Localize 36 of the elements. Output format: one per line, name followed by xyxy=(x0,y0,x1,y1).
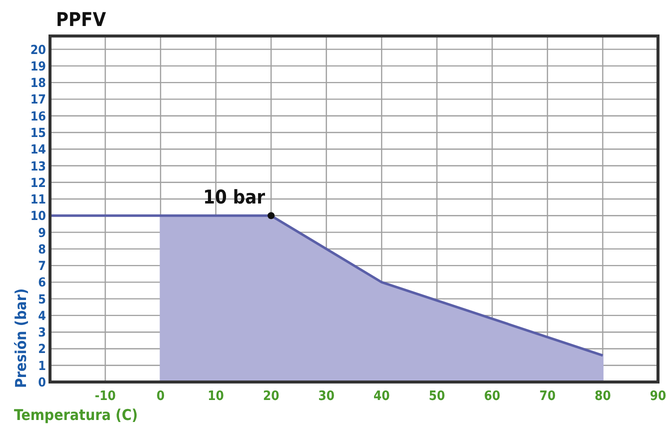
y-tick-label: 15 xyxy=(30,124,46,140)
y-tick-label: 0 xyxy=(38,374,46,390)
y-tick-label: 17 xyxy=(30,92,46,107)
x-tick-label: 80 xyxy=(594,389,611,404)
x-tick-label: 40 xyxy=(373,389,390,404)
y-axis-title: Presión (bar) xyxy=(12,288,30,388)
y-tick-label: 7 xyxy=(38,258,46,274)
y-tick-label: 1 xyxy=(38,358,46,373)
y-tick-label: 14 xyxy=(30,142,46,157)
x-tick-label: 70 xyxy=(539,389,556,404)
y-tick-label: 16 xyxy=(30,108,46,124)
y-tick-label: 12 xyxy=(30,174,46,190)
y-tick-label: 6 xyxy=(38,274,46,290)
y-tick-label: 3 xyxy=(38,324,46,340)
chart-title: PPFV xyxy=(56,9,107,31)
x-tick-label: 30 xyxy=(318,389,335,404)
annotation: 10 bar xyxy=(203,186,266,209)
y-tick-label: 5 xyxy=(38,291,46,306)
x-tick-label: 0 xyxy=(156,389,165,404)
y-tick-label: 4 xyxy=(38,308,46,323)
y-tick-label: 18 xyxy=(30,75,46,90)
y-tick-label: 13 xyxy=(30,158,46,174)
x-tick-label: 50 xyxy=(428,389,446,404)
y-tick-label: 11 xyxy=(30,192,46,207)
y-tick-label: 8 xyxy=(38,241,46,256)
x-tick-label: 10 xyxy=(208,389,224,404)
x-tick-label: -10 xyxy=(94,389,116,404)
x-tick-label: 90 xyxy=(650,389,666,404)
y-tick-label: 2 xyxy=(38,341,46,356)
y-tick-label: 9 xyxy=(38,224,46,240)
x-tick-label: 20 xyxy=(262,389,280,404)
y-tick-label: 10 xyxy=(30,208,46,224)
y-tick-label: 20 xyxy=(30,42,46,57)
x-axis-title: Temperatura (C) xyxy=(14,406,138,424)
x-tick-label: 60 xyxy=(484,389,500,404)
y-tick-label: 19 xyxy=(30,58,46,74)
